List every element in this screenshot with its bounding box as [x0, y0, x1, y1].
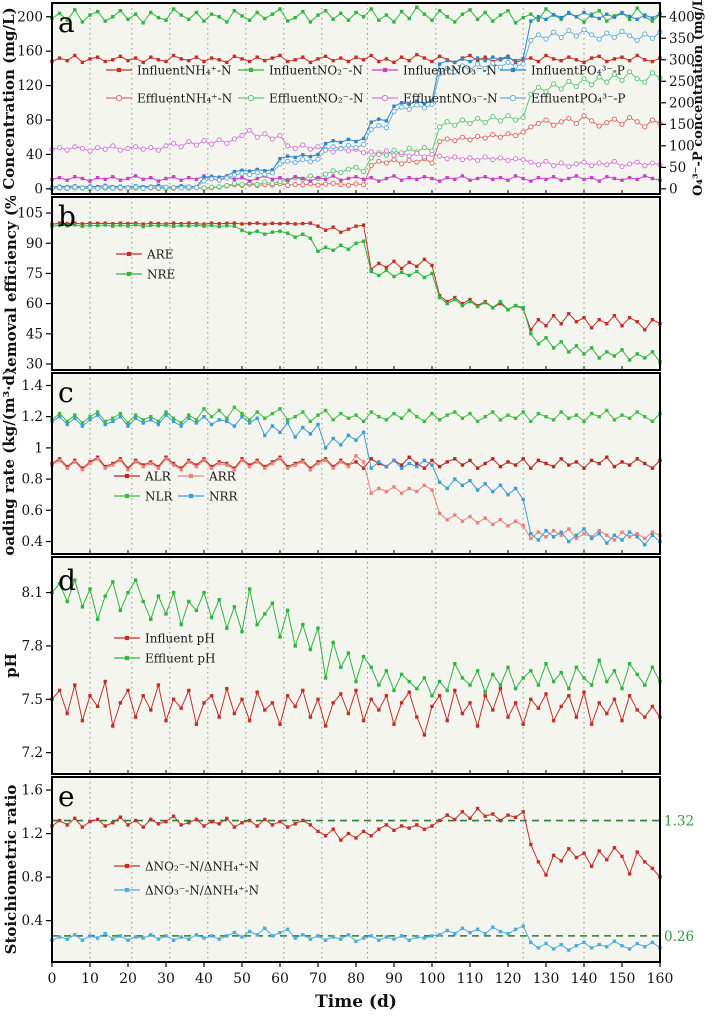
svg-text:0.8: 0.8 [22, 472, 43, 488]
svg-text:7.2: 7.2 [22, 745, 43, 761]
svg-text:NRR: NRR [209, 490, 239, 504]
svg-text:Concentration (mg/L): Concentration (mg/L) [0, 7, 18, 189]
svg-text:Effluent pH: Effluent pH [145, 652, 215, 666]
svg-text:7.8: 7.8 [22, 638, 43, 654]
svg-text:Influent pH: Influent pH [145, 632, 215, 646]
svg-text:b: b [58, 200, 76, 233]
svg-text:100: 100 [419, 971, 446, 987]
svg-text:7.5: 7.5 [22, 692, 43, 708]
svg-text:InfluentNH₄⁺-N: InfluentNH₄⁺-N [137, 64, 232, 78]
svg-text:NRE: NRE [147, 268, 175, 282]
svg-text:Loading rate (kg/(m³·d)): Loading rate (kg/(m³·d)) [0, 372, 18, 556]
svg-text:InfluentPO₄³⁻-P: InfluentPO₄³⁻-P [531, 64, 625, 78]
svg-text:80: 80 [347, 971, 365, 987]
svg-text:50: 50 [233, 971, 251, 987]
svg-text:1.6: 1.6 [22, 783, 43, 799]
svg-text:1: 1 [34, 440, 43, 456]
svg-text:0.26: 0.26 [664, 929, 694, 945]
svg-text:1.4: 1.4 [22, 378, 43, 394]
svg-text:20: 20 [119, 971, 137, 987]
svg-text:EffluentNO₃⁻-N: EffluentNO₃⁻-N [403, 92, 498, 106]
svg-text:1.32: 1.32 [664, 814, 694, 830]
svg-text:105: 105 [17, 206, 43, 222]
svg-text:100: 100 [669, 138, 695, 154]
panel-d-chart: 7.2 7.5 7.8 8.1 pH Influent pH Effluent pH d [2, 556, 662, 775]
svg-text:ARE: ARE [146, 248, 173, 262]
svg-text:8.1: 8.1 [22, 585, 43, 601]
svg-text:90: 90 [385, 971, 403, 987]
svg-text:60: 60 [26, 296, 43, 312]
svg-text:d: d [58, 564, 76, 597]
svg-text:130: 130 [533, 971, 560, 987]
svg-text:40: 40 [195, 971, 213, 987]
svg-text:Removal efficiency (%): Removal efficiency (%) [2, 196, 20, 372]
svg-text:EffluentNO₂⁻-N: EffluentNO₂⁻-N [269, 92, 364, 106]
svg-text:0: 0 [669, 181, 678, 196]
svg-text:0.4: 0.4 [22, 913, 43, 929]
svg-text:200: 200 [17, 9, 43, 25]
svg-text:EffluentPO₄³⁻-P: EffluentPO₄³⁻-P [531, 92, 626, 106]
svg-text:120: 120 [495, 971, 522, 987]
svg-text:140: 140 [571, 971, 598, 987]
svg-text:45: 45 [26, 326, 43, 342]
svg-text:250: 250 [669, 74, 695, 90]
svg-text:a: a [58, 6, 75, 39]
svg-text:0.8: 0.8 [22, 870, 43, 886]
svg-text:e: e [58, 780, 75, 813]
svg-text:ΔNO₃⁻-N/ΔNH₄⁺-N: ΔNO₃⁻-N/ΔNH₄⁺-N [145, 884, 259, 898]
svg-text:0.4: 0.4 [22, 534, 43, 550]
svg-text:0: 0 [34, 181, 43, 196]
svg-text:EffluentNH₄⁺-N: EffluentNH₄⁺-N [137, 92, 232, 106]
svg-text:PO₄³⁻-P concentration (mg/L): PO₄³⁻-P concentration (mg/L) [691, 0, 706, 196]
svg-text:150: 150 [609, 971, 636, 987]
svg-text:ALR: ALR [144, 470, 172, 484]
svg-text:60: 60 [271, 971, 289, 987]
svg-text:90: 90 [26, 236, 43, 252]
svg-text:400: 400 [669, 9, 695, 25]
svg-text:0.6: 0.6 [22, 503, 43, 519]
svg-text:110: 110 [457, 971, 484, 987]
x-axis-title: Time (d) [315, 992, 397, 1012]
svg-text:40: 40 [26, 147, 43, 163]
svg-text:30: 30 [157, 971, 175, 987]
svg-text:160: 160 [17, 44, 43, 60]
svg-text:300: 300 [669, 52, 695, 68]
svg-text:NLR: NLR [145, 490, 173, 504]
svg-text:120: 120 [17, 78, 43, 94]
svg-text:1.2: 1.2 [22, 409, 43, 425]
svg-text:InfluentNO₂⁻-N: InfluentNO₂⁻-N [269, 64, 363, 78]
svg-text:50: 50 [669, 160, 686, 176]
svg-text:150: 150 [669, 117, 695, 133]
svg-text:80: 80 [26, 113, 43, 129]
svg-text:75: 75 [26, 266, 43, 282]
svg-text:ARR: ARR [208, 470, 237, 484]
svg-text:30: 30 [26, 356, 43, 372]
panel-e-chart: 1.32 0.26 0 10 20 30 40 50 60 70 80 90 100 110 120 130 1… [2, 776, 694, 987]
svg-text:10: 10 [81, 971, 99, 987]
svg-text:350: 350 [669, 31, 695, 47]
svg-text:70: 70 [309, 971, 327, 987]
svg-text:Stoichiometric ratio: Stoichiometric ratio [2, 785, 20, 955]
svg-text:InfluentNO₃⁻-N: InfluentNO₃⁻-N [403, 64, 497, 78]
svg-text:c: c [58, 376, 74, 409]
svg-text:160: 160 [647, 971, 674, 987]
svg-text:1.2: 1.2 [22, 826, 43, 842]
svg-text:ΔNO₂⁻-N/ΔNH₄⁺-N: ΔNO₂⁻-N/ΔNH₄⁺-N [145, 860, 259, 874]
svg-text:0: 0 [48, 971, 57, 987]
svg-text:pH: pH [2, 653, 20, 678]
svg-text:200: 200 [669, 95, 695, 111]
